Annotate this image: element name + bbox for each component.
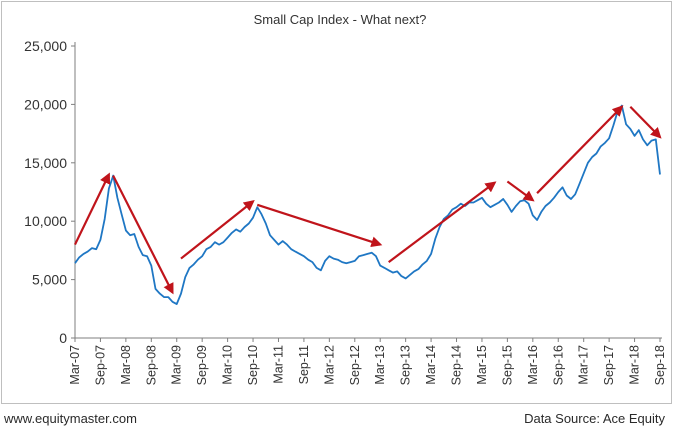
trend-arrows: [74, 105, 662, 295]
x-tick-label: Sep-08: [144, 345, 158, 385]
x-tick-label: Sep-18: [653, 345, 667, 385]
chart-title: Small Cap Index - What next?: [254, 12, 427, 27]
trend-arrow: [629, 105, 662, 139]
trend-arrow: [388, 181, 497, 263]
x-tick-label: Mar-16: [526, 345, 540, 385]
footer: www.equitymaster.com Data Source: Ace Eq…: [0, 405, 675, 430]
x-tick-label: Sep-09: [195, 345, 209, 385]
x-tick-label: Sep-10: [246, 345, 260, 385]
y-tick-label: 5,000: [32, 272, 67, 288]
line-chart: Small Cap Index - What next? 0 5,000 10,00…: [24, 12, 667, 385]
x-tick-label: Sep-11: [297, 345, 311, 384]
x-tick-label: Mar-13: [373, 345, 387, 385]
x-tick-label: Mar-11: [271, 345, 285, 384]
trend-arrow: [506, 180, 535, 202]
y-tick-label: 0: [59, 330, 67, 346]
x-tick-label: Mar-07: [68, 345, 82, 385]
chart-frame: [1, 1, 672, 404]
axes: 0 5,000 10,000 15,000 20,000 25,000 Mar-07 Sep-…: [24, 38, 667, 385]
data-source-label: Data Source: Ace Equity: [524, 411, 665, 426]
x-tick-label: Sep-13: [399, 345, 413, 385]
x-tick-label: Mar-08: [119, 345, 133, 385]
x-tick-label: Sep-14: [450, 345, 464, 385]
y-tick-label: 10,000: [24, 213, 67, 229]
x-tick-label: Mar-15: [475, 345, 489, 385]
trend-arrow: [536, 105, 624, 194]
trend-arrow: [256, 203, 383, 248]
x-tick-label: Sep-07: [93, 345, 107, 385]
trend-arrow: [112, 175, 174, 295]
x-tick-label: Mar-14: [424, 345, 438, 385]
x-tick-label: Mar-18: [628, 345, 642, 385]
x-tick-label: Mar-10: [221, 345, 235, 385]
x-tick-label: Sep-16: [551, 345, 565, 385]
x-tick-label: Sep-15: [500, 345, 514, 385]
x-tick-label: Mar-12: [322, 345, 336, 385]
y-tick-label: 25,000: [24, 38, 67, 54]
y-tick-label: 15,000: [24, 155, 67, 171]
x-tick-label: Mar-09: [170, 345, 184, 385]
series-line: [74, 104, 661, 306]
series-layer: [74, 104, 661, 306]
y-tick-label: 20,000: [24, 96, 67, 112]
website-label: www.equitymaster.com: [4, 411, 137, 426]
x-tick-label: Sep-12: [348, 345, 362, 385]
trend-arrow: [74, 172, 111, 246]
trend-arrow: [180, 199, 255, 260]
x-tick-label: Sep-17: [602, 345, 616, 385]
x-tick-label: Mar-17: [577, 345, 591, 385]
